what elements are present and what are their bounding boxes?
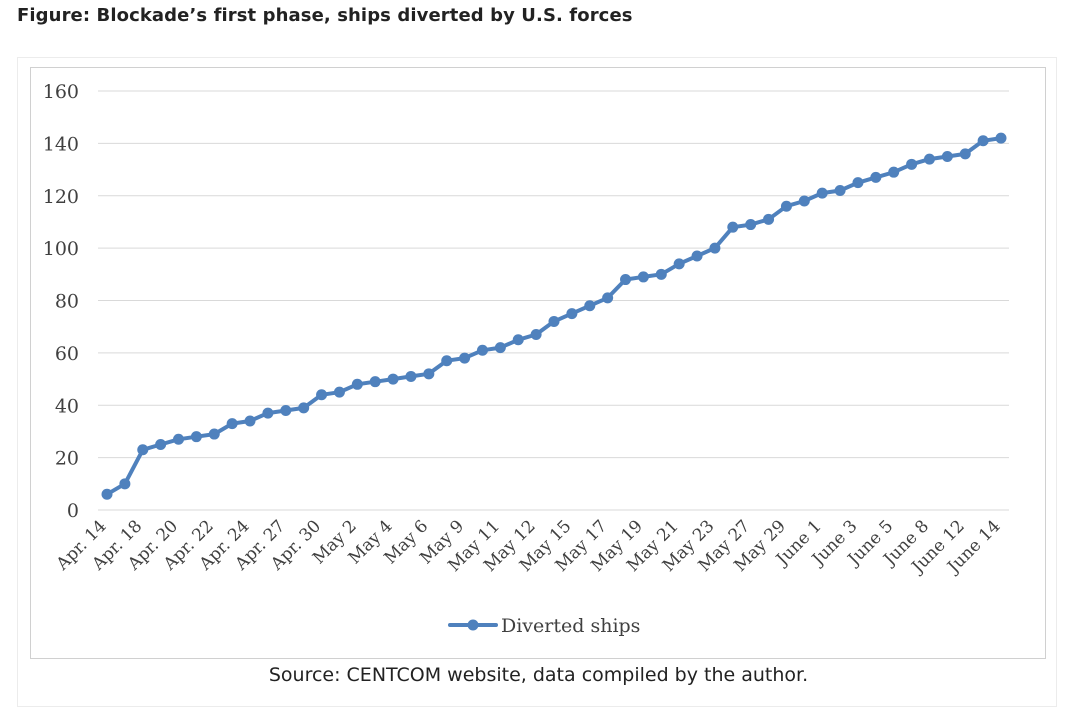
- y-tick-label: 100: [43, 238, 79, 260]
- data-point: [602, 292, 614, 304]
- data-point: [208, 428, 220, 440]
- data-point: [298, 402, 310, 414]
- data-point: [226, 418, 238, 430]
- y-tick-label: 0: [67, 500, 79, 522]
- data-point: [548, 315, 560, 327]
- y-tick-label: 120: [43, 186, 79, 208]
- data-point: [137, 444, 149, 456]
- data-point: [816, 187, 828, 199]
- y-tick-label: 140: [43, 133, 79, 155]
- data-point: [512, 334, 524, 346]
- data-point: [316, 389, 328, 401]
- data-point: [173, 433, 185, 445]
- data-point: [620, 274, 632, 286]
- series-diverted-ships: [101, 132, 1007, 500]
- data-point: [745, 219, 757, 231]
- data-point: [262, 407, 274, 419]
- legend-label: Diverted ships: [501, 615, 640, 637]
- data-point: [691, 250, 703, 262]
- legend-marker: [467, 619, 479, 631]
- data-point: [584, 300, 596, 312]
- y-tick-label: 20: [55, 448, 79, 470]
- data-point: [888, 166, 900, 178]
- data-point: [709, 242, 721, 254]
- figure-frame: [17, 57, 1057, 707]
- data-point: [763, 213, 775, 225]
- data-point: [834, 185, 846, 197]
- y-tick-label: 160: [43, 81, 79, 103]
- chart-frame: [30, 67, 1046, 659]
- data-point: [476, 344, 488, 356]
- data-point: [405, 370, 417, 382]
- y-tick-label: 40: [55, 395, 79, 417]
- y-tick-label: 60: [55, 343, 79, 365]
- data-point: [190, 431, 202, 443]
- data-point: [333, 386, 345, 398]
- data-point: [637, 271, 649, 283]
- data-point: [244, 415, 256, 427]
- data-point: [780, 200, 792, 212]
- data-point: [655, 268, 667, 280]
- data-point: [852, 177, 864, 189]
- data-point: [727, 221, 739, 233]
- data-point: [387, 373, 399, 385]
- data-point: [459, 352, 471, 364]
- data-point: [959, 148, 971, 160]
- data-point: [995, 132, 1007, 144]
- data-point: [923, 153, 935, 165]
- data-point: [351, 378, 363, 390]
- data-point: [423, 368, 435, 380]
- data-point: [119, 478, 131, 490]
- source-note: Source: CENTCOM website, data compiled b…: [268, 664, 809, 686]
- data-point: [441, 355, 453, 367]
- legend: Diverted ships: [448, 615, 640, 637]
- data-point: [977, 135, 989, 147]
- data-point: [101, 488, 113, 500]
- gridlines: [98, 90, 1009, 511]
- y-tick-label: 80: [55, 291, 79, 313]
- data-point: [369, 376, 381, 388]
- data-point: [798, 195, 810, 207]
- data-point: [494, 342, 506, 354]
- data-point: [870, 171, 882, 183]
- data-point: [566, 308, 578, 320]
- data-point: [280, 404, 292, 416]
- data-point: [673, 258, 685, 270]
- data-point: [155, 439, 167, 451]
- y-axis-ticks: 0 20 40 60 80 100 120 140 160: [43, 81, 79, 522]
- data-point: [941, 150, 953, 162]
- data-point: [906, 158, 918, 170]
- data-point: [530, 329, 542, 341]
- figure-title: Figure: Blockade’s first phase, ships di…: [17, 5, 633, 26]
